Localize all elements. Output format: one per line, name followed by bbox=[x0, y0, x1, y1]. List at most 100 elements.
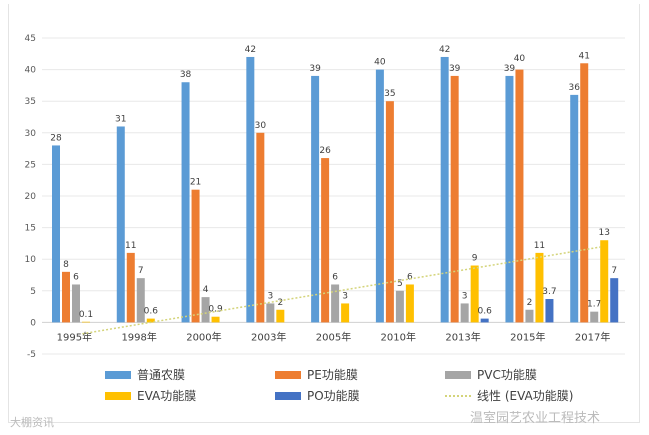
legend-swatch bbox=[105, 391, 131, 400]
bar bbox=[600, 240, 609, 323]
bar bbox=[505, 75, 514, 323]
legend-label: PO功能膜 bbox=[307, 389, 360, 403]
bar bbox=[52, 145, 60, 323]
y-tick-label: 0 bbox=[30, 318, 36, 328]
legend-swatch bbox=[275, 391, 301, 400]
x-tick-label: 2015年 bbox=[510, 330, 545, 343]
bar bbox=[580, 63, 589, 323]
legend-swatch bbox=[445, 394, 471, 397]
data-label: 0.9 bbox=[208, 305, 223, 315]
data-label: 28 bbox=[50, 133, 62, 143]
bar bbox=[450, 75, 459, 323]
legend-label: EVA功能膜 bbox=[137, 389, 197, 403]
bar bbox=[266, 303, 275, 323]
legend-item: EVA功能膜 bbox=[105, 387, 196, 404]
bar bbox=[116, 126, 125, 323]
bar bbox=[62, 271, 70, 323]
bar bbox=[201, 297, 210, 323]
data-label: 30 bbox=[255, 121, 267, 131]
bar bbox=[570, 94, 579, 323]
data-label: 21 bbox=[190, 178, 201, 188]
y-tick-label: -5 bbox=[27, 350, 36, 360]
bar bbox=[610, 278, 619, 323]
bar bbox=[256, 132, 265, 323]
x-tick-label: 2003年 bbox=[251, 330, 286, 343]
x-tick-label: 1998年 bbox=[121, 330, 156, 343]
x-tick-label: 2000年 bbox=[186, 330, 221, 343]
bar bbox=[126, 252, 135, 323]
data-label: 0.1 bbox=[79, 310, 93, 320]
y-tick-label: 45 bbox=[25, 34, 36, 44]
trendline bbox=[82, 246, 601, 335]
data-label: 3 bbox=[462, 291, 468, 301]
y-tick-label: 20 bbox=[25, 192, 37, 202]
data-label: 3.7 bbox=[542, 287, 556, 297]
data-label: 11 bbox=[125, 241, 136, 251]
legend-label: 普通农膜 bbox=[137, 368, 186, 382]
bar bbox=[246, 56, 255, 323]
data-label: 5 bbox=[397, 279, 403, 289]
data-label: 4 bbox=[203, 285, 209, 295]
bar bbox=[331, 284, 340, 323]
data-label: 3 bbox=[342, 291, 348, 301]
x-tick-label: 2013年 bbox=[445, 330, 480, 343]
bar bbox=[460, 303, 469, 323]
bar bbox=[72, 284, 80, 323]
y-tick-label: 10 bbox=[25, 255, 37, 265]
data-label: 42 bbox=[245, 45, 256, 55]
bar bbox=[341, 303, 350, 323]
data-label: 8 bbox=[63, 260, 69, 270]
data-label: 7 bbox=[611, 266, 617, 276]
data-label: 41 bbox=[578, 51, 589, 61]
data-label: 0.6 bbox=[144, 307, 159, 317]
data-label: 35 bbox=[384, 89, 395, 99]
data-label: 7 bbox=[138, 266, 144, 276]
bar bbox=[440, 56, 449, 323]
legend-item: PE功能膜 bbox=[275, 366, 358, 383]
data-label: 6 bbox=[332, 272, 338, 282]
data-label: 38 bbox=[180, 70, 192, 80]
data-label: 26 bbox=[319, 146, 331, 156]
legend-label: PE功能膜 bbox=[307, 368, 358, 382]
data-label: 9 bbox=[472, 254, 478, 264]
data-label: 6 bbox=[407, 272, 413, 282]
watermark-left: 大棚资讯 bbox=[10, 416, 54, 429]
legend-item: 线性 (EVA功能膜) bbox=[445, 387, 573, 404]
bar bbox=[525, 309, 534, 323]
bar bbox=[211, 316, 220, 323]
data-label: 36 bbox=[568, 83, 580, 93]
bar bbox=[191, 189, 200, 323]
x-tick-label: 2010年 bbox=[381, 330, 416, 343]
legend-label: 线性 (EVA功能膜) bbox=[477, 389, 574, 403]
bar bbox=[590, 311, 599, 323]
bar bbox=[405, 284, 414, 323]
watermark-right: 温室园艺农业工程技术 bbox=[470, 411, 601, 426]
data-label: 40 bbox=[514, 54, 526, 64]
data-label: 42 bbox=[439, 45, 450, 55]
legend-swatch bbox=[445, 370, 471, 379]
bar bbox=[480, 318, 489, 323]
data-label: 2 bbox=[277, 298, 283, 308]
data-label: 31 bbox=[115, 114, 126, 124]
bar bbox=[136, 278, 145, 323]
data-label: 39 bbox=[449, 64, 461, 74]
data-label: 3 bbox=[267, 291, 273, 301]
bar bbox=[535, 252, 544, 323]
data-label: 1.7 bbox=[587, 300, 601, 310]
bar bbox=[470, 265, 479, 323]
data-label: 11 bbox=[534, 241, 545, 251]
y-tick-label: 25 bbox=[25, 160, 36, 170]
bar bbox=[181, 82, 190, 323]
bar bbox=[146, 318, 155, 323]
y-tick-label: 15 bbox=[25, 224, 36, 234]
y-tick-label: 40 bbox=[25, 66, 37, 76]
x-tick-label: 2017年 bbox=[575, 330, 610, 343]
data-label: 39 bbox=[504, 64, 516, 74]
y-tick-label: 35 bbox=[25, 97, 36, 107]
bar bbox=[276, 309, 285, 323]
bar bbox=[82, 321, 90, 323]
data-label: 0.6 bbox=[478, 307, 493, 317]
legend-item: PO功能膜 bbox=[275, 387, 360, 404]
y-tick-label: 5 bbox=[30, 287, 36, 297]
legend-item: 普通农膜 bbox=[105, 366, 185, 383]
